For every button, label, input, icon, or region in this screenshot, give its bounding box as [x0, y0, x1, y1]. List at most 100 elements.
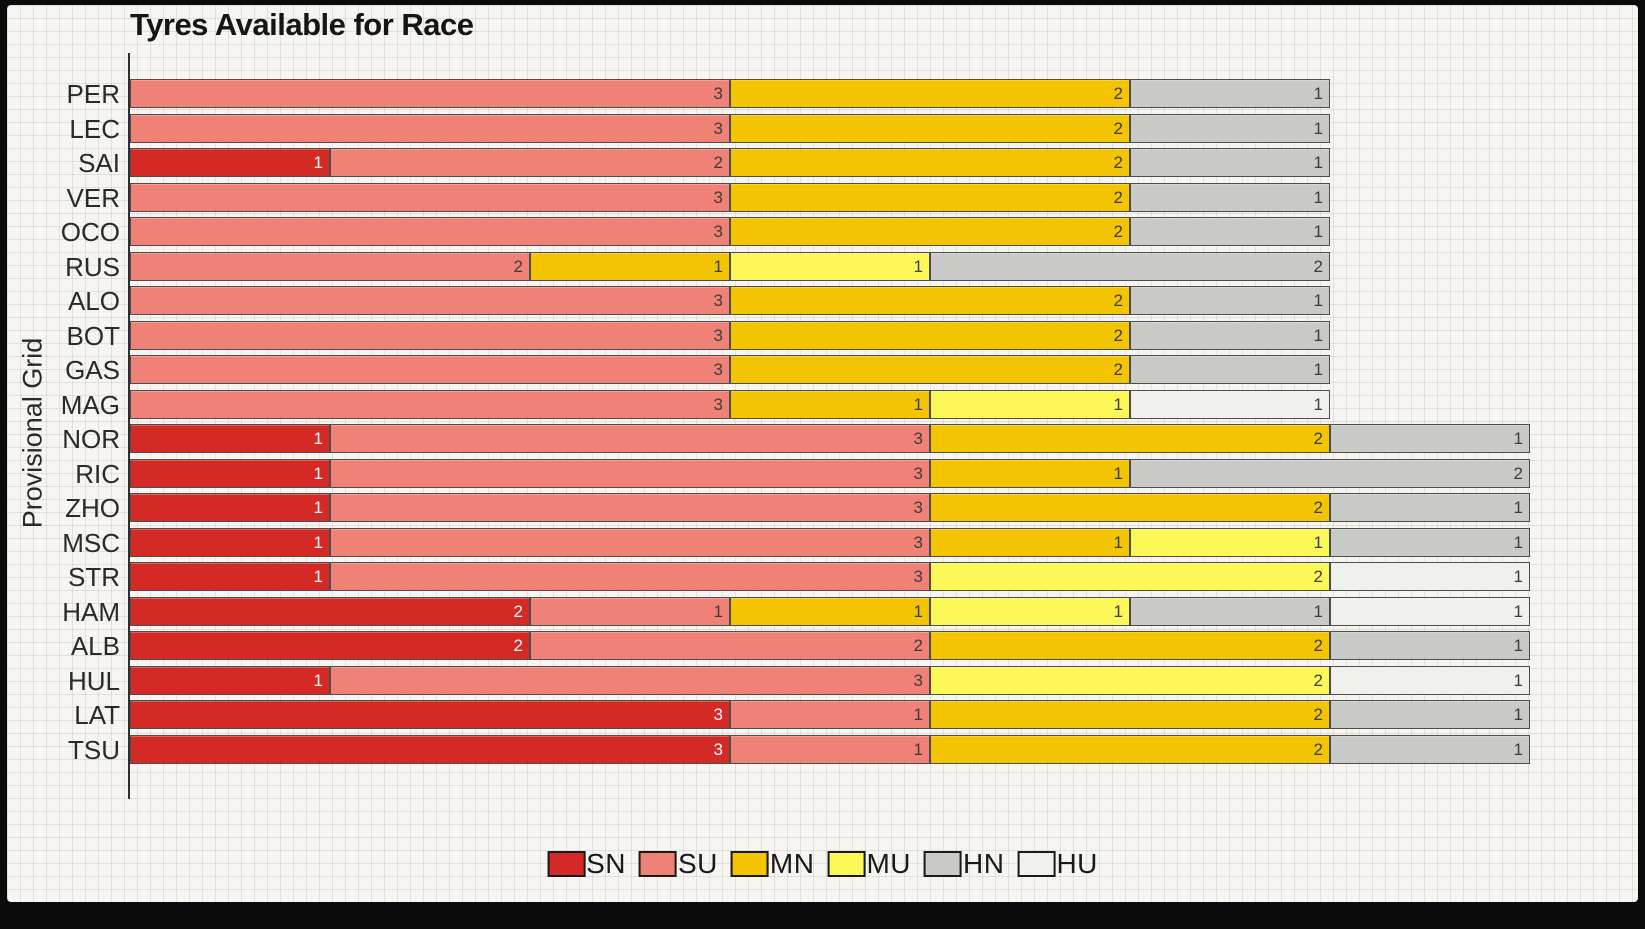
driver-label: MSC [62, 527, 120, 558]
bar-row: ZHO 1 3 2 1 [7, 493, 1530, 523]
segment-value: 2 [513, 256, 523, 276]
bar-row: RIC 1 3 1 2 [7, 458, 1530, 489]
plot-area: PER 3 2 1 LEC 3 2 1 SAI 1 2 2 1 VER 3 2 1 OCO 3 2 1 RUS 2 1 1 2 AL… [7, 79, 1530, 769]
segment-value: 2 [913, 636, 923, 655]
segment-value: 1 [713, 256, 723, 276]
bar-segment-sn: 1 [130, 424, 330, 453]
segment-value: 1 [1513, 498, 1523, 517]
segment-value: 1 [1513, 705, 1523, 724]
bar-segment-mn: 2 [930, 493, 1330, 522]
bar-segment-mu: 1 [1130, 527, 1330, 557]
stacked-bar: 1 3 2 1 [130, 424, 1530, 453]
bar-row: ALO 3 2 1 [7, 286, 1530, 316]
segment-value: 2 [1313, 636, 1323, 655]
bar-segment-hn: 1 [1130, 182, 1330, 212]
segment-value: 1 [1113, 601, 1123, 621]
bar-segment-mn: 2 [730, 355, 1130, 384]
bar-segment-mu: 1 [930, 596, 1130, 626]
driver-label: ALO [67, 286, 120, 316]
legend-swatch-hn [924, 851, 962, 877]
bar-segment-sn: 1 [130, 665, 330, 695]
segment-value: 3 [713, 394, 723, 414]
bar-segment-su: 3 [330, 665, 930, 695]
driver-label: RIC [75, 458, 120, 489]
segment-value: 1 [313, 498, 323, 517]
segment-value: 3 [913, 532, 923, 552]
stacked-bar: 3 2 1 [130, 113, 1330, 143]
bar-segment-hn: 1 [1130, 320, 1330, 350]
driver-label: RUS [65, 251, 120, 282]
segment-value: 2 [1113, 187, 1123, 207]
segment-value: 1 [313, 153, 323, 172]
bar-segment-mn: 2 [930, 734, 1330, 764]
bar-segment-sn: 1 [130, 458, 330, 488]
segment-value: 1 [1313, 222, 1323, 241]
bar-segment-hn: 1 [1130, 355, 1330, 384]
driver-label: BOT [66, 320, 120, 351]
driver-label: SAI [78, 148, 120, 178]
bar-row: LEC 3 2 1 [7, 113, 1530, 144]
bar-segment-su: 3 [330, 562, 930, 591]
segment-value: 1 [913, 705, 923, 724]
bar-segment-mu: 2 [930, 562, 1330, 591]
legend-item: HN [924, 848, 1004, 880]
bar-row: SAI 1 2 2 1 [7, 148, 1530, 178]
bar-segment-hn: 1 [1130, 596, 1330, 626]
bar-segment-mn: 1 [730, 596, 930, 626]
bar-row: BOT 3 2 1 [7, 320, 1530, 351]
legend-item: SN [547, 848, 626, 880]
bar-segment-su: 3 [330, 458, 930, 488]
legend-swatch-hu [1017, 851, 1056, 877]
bar-segment-hn: 1 [1330, 631, 1530, 660]
legend-label: SU [678, 848, 718, 879]
bar-segment-hn: 1 [1130, 217, 1330, 246]
segment-value: 1 [913, 394, 923, 414]
segment-value: 1 [1313, 394, 1323, 414]
segment-value: 1 [313, 429, 323, 448]
segment-value: 3 [913, 670, 923, 690]
bar-segment-su: 3 [330, 493, 930, 522]
legend-swatch-mu [827, 851, 866, 877]
bar-segment-hn: 1 [1330, 493, 1530, 522]
stacked-bar: 3 1 2 1 [130, 734, 1530, 764]
segment-value: 1 [1113, 463, 1123, 483]
bar-segment-hn: 1 [1130, 148, 1330, 177]
legend-swatch-sn [547, 851, 586, 877]
segment-value: 1 [1313, 325, 1323, 345]
bar-segment-mn: 1 [530, 251, 730, 281]
driver-label: LEC [69, 113, 120, 144]
bar-row: PER 3 2 1 [7, 79, 1530, 109]
bar-segment-mn: 2 [730, 286, 1130, 315]
bar-segment-hn: 1 [1330, 700, 1530, 729]
stacked-bar: 1 3 1 1 1 [130, 527, 1530, 557]
bar-segment-su: 3 [130, 217, 730, 246]
stacked-bar: 1 3 2 1 [130, 493, 1530, 522]
stacked-bar: 3 2 1 [130, 320, 1330, 350]
bar-segment-su: 1 [730, 700, 930, 729]
bar-segment-su: 3 [130, 355, 730, 384]
segment-value: 2 [1113, 222, 1123, 241]
segment-value: 2 [1113, 360, 1123, 379]
bar-segment-su: 1 [730, 734, 930, 764]
segment-value: 1 [1313, 360, 1323, 379]
segment-value: 3 [913, 498, 923, 517]
segment-value: 3 [913, 463, 923, 483]
bar-segment-su: 3 [130, 79, 730, 108]
segment-value: 3 [713, 325, 723, 345]
segment-value: 1 [1513, 601, 1523, 621]
stacked-bar: 3 2 1 [130, 355, 1330, 384]
bar-segment-su: 2 [130, 251, 530, 281]
bar-segment-hn: 1 [1130, 113, 1330, 143]
legend-item: HU [1017, 848, 1097, 880]
segment-value: 1 [913, 601, 923, 621]
stacked-bar: 1 3 1 2 [130, 458, 1530, 488]
segment-value: 1 [1513, 567, 1523, 586]
bar-segment-mn: 1 [930, 458, 1130, 488]
bar-segment-sn: 1 [130, 562, 330, 591]
bar-row: RUS 2 1 1 2 [7, 251, 1530, 282]
bar-segment-mn: 2 [730, 148, 1130, 177]
chart-canvas: Tyres Available for Race Provisional Gri… [7, 5, 1638, 902]
bar-segment-mn: 2 [930, 700, 1330, 729]
bar-segment-hn: 2 [1130, 458, 1530, 488]
segment-value: 1 [913, 256, 923, 276]
